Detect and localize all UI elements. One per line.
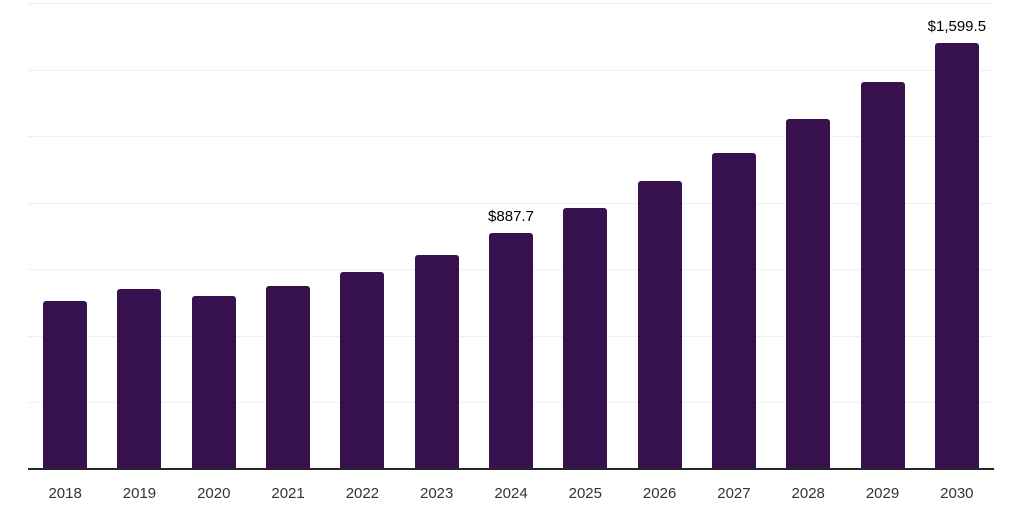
x-tick-label-2027: 2027 [717, 485, 751, 502]
x-tick-label-2018: 2018 [48, 485, 82, 502]
x-tick-label-2030: 2030 [940, 485, 974, 502]
bar-2020 [191, 296, 236, 469]
gridline [28, 69, 994, 71]
bar-2022 [340, 272, 385, 469]
bar-2024 [489, 232, 533, 469]
x-tick-label-2020: 2020 [197, 485, 231, 502]
bar-2028 [786, 119, 831, 469]
x-tick-label-2019: 2019 [122, 485, 157, 502]
gridline [28, 3, 994, 4]
x-tick-label-2029: 2029 [865, 485, 900, 502]
bar-2029 [860, 82, 905, 469]
bar-2023 [414, 255, 459, 469]
x-axis-line [28, 468, 994, 470]
bar-2027 [711, 153, 756, 469]
x-tick-label-2028: 2028 [791, 485, 825, 502]
x-tick-label-2025: 2025 [568, 485, 602, 502]
x-tick-label-2026: 2026 [642, 485, 677, 502]
bar-2018 [43, 301, 88, 469]
gridline [28, 136, 994, 138]
bar-value-label-2024: $887.7 [488, 207, 534, 225]
x-tick-label-2022: 2022 [345, 485, 380, 502]
bar-2021 [266, 286, 311, 469]
bar-2019 [117, 288, 162, 469]
bar-value-label-2030: $1,599.5 [927, 18, 987, 36]
x-tick-label-2023: 2023 [420, 485, 454, 502]
bar-2026 [637, 181, 682, 469]
gridline [28, 202, 994, 204]
x-tick-label-2024: 2024 [494, 485, 528, 502]
bar-2030 [934, 43, 979, 469]
x-tick-label-2021: 2021 [271, 485, 305, 502]
bar-2025 [563, 208, 608, 469]
